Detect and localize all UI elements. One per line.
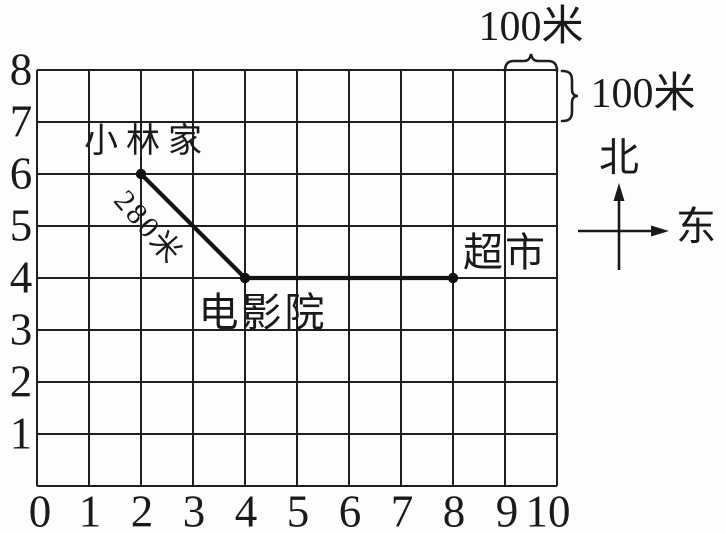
y-tick-1: 1 — [9, 408, 33, 459]
market-dot — [447, 272, 459, 284]
east-arrow-icon — [578, 225, 669, 237]
x-tick-6: 6 — [338, 486, 362, 533]
x-tick-8: 8 — [442, 486, 466, 533]
y-tick-7: 7 — [9, 96, 33, 147]
x-tick-9: 9 — [495, 486, 519, 533]
north-label: 北 — [599, 135, 639, 180]
x-tick-7: 7 — [390, 486, 414, 533]
cinema-label: 电影院 — [198, 290, 328, 335]
x-tick-0: 0 — [28, 486, 52, 533]
x-tick-1: 1 — [78, 486, 102, 533]
home-label: 小林家 — [84, 123, 210, 160]
home-dot — [135, 168, 147, 180]
location-dots — [135, 168, 459, 284]
x-tick-3: 3 — [182, 486, 206, 533]
east-label: 东 — [676, 204, 716, 249]
y-tick-5: 5 — [9, 200, 33, 251]
scale-brace-vertical-icon — [560, 69, 579, 123]
x-tick-2: 2 — [130, 486, 154, 533]
x-tick-4: 4 — [234, 486, 258, 533]
x-tick-10: 10 — [525, 486, 571, 533]
scale-top-label: 100米 — [478, 4, 584, 50]
y-tick-3: 3 — [9, 304, 33, 355]
y-tick-2: 2 — [9, 356, 33, 407]
scale-right-label: 100米 — [590, 71, 696, 117]
y-tick-4: 4 — [9, 252, 33, 303]
x-tick-5: 5 — [286, 486, 310, 533]
compass-icon — [578, 183, 669, 270]
y-tick-8: 8 — [9, 44, 33, 95]
north-arrow-icon — [613, 183, 625, 270]
scale-brace-horizontal-icon — [503, 53, 559, 73]
market-label: 超市 — [463, 230, 547, 275]
y-tick-6: 6 — [9, 148, 33, 199]
cinema-dot — [239, 272, 251, 284]
